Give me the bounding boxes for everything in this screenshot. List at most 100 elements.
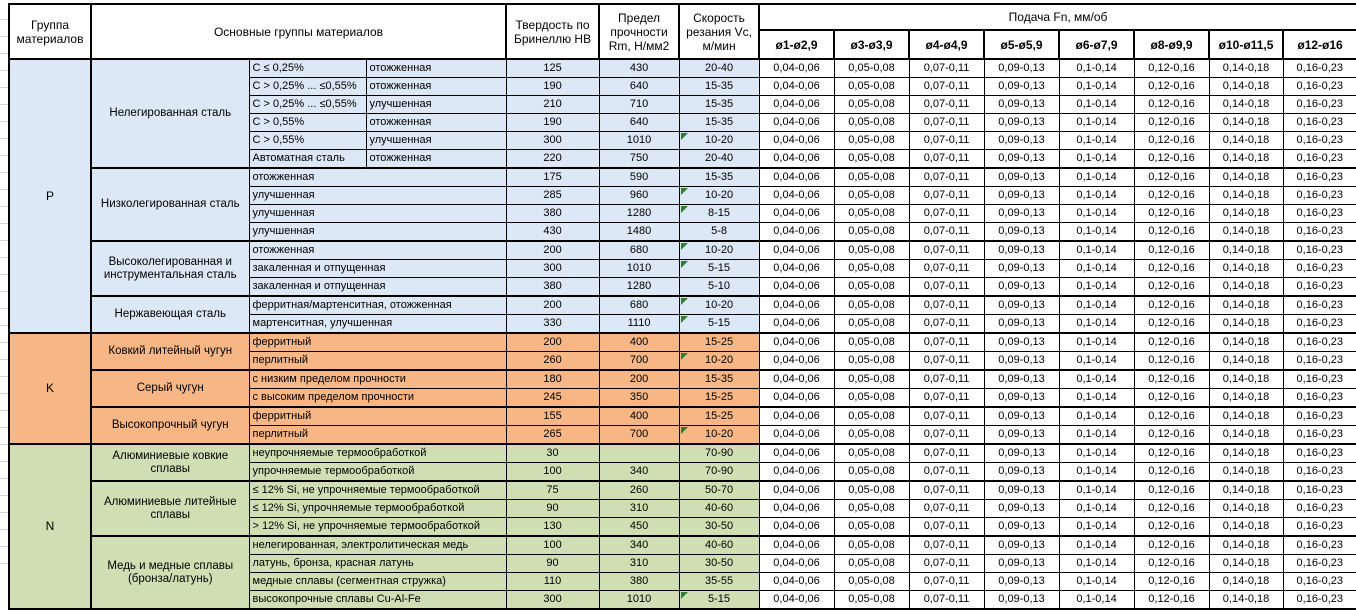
- header-strength-rm[interactable]: Предел прочности Rm, Н/мм2: [598, 3, 681, 60]
- cell-feed-value[interactable]: 0,09-0,13: [983, 167, 1060, 187]
- cell-strength-rm[interactable]: [598, 443, 680, 463]
- cell-material-desc[interactable]: упрочняемые термообработкой: [248, 462, 507, 482]
- cell-feed-value[interactable]: 0,1-0,14: [1058, 314, 1135, 334]
- cell-feed-value[interactable]: 0,14-0,18: [1208, 554, 1284, 573]
- cell-feed-value[interactable]: 0,09-0,13: [983, 572, 1060, 591]
- cell-feed-value[interactable]: 0,04-0,06: [758, 277, 835, 297]
- cell-feed-value[interactable]: 0,12-0,16: [1133, 58, 1210, 78]
- cell-feed-value[interactable]: 0,16-0,23: [1282, 462, 1356, 482]
- cell-cutting-speed-vc[interactable]: 15-35: [678, 77, 760, 96]
- cell-hardness-hb[interactable]: 180: [505, 369, 600, 389]
- cell-feed-value[interactable]: 0,12-0,16: [1133, 113, 1210, 132]
- cell-feed-value[interactable]: 0,16-0,23: [1282, 314, 1356, 334]
- cell-feed-value[interactable]: 0,1-0,14: [1058, 113, 1135, 132]
- cell-feed-value[interactable]: 0,07-0,11: [908, 131, 985, 150]
- cell-feed-value[interactable]: 0,07-0,11: [908, 167, 985, 187]
- cell-strength-rm[interactable]: 1110: [598, 314, 680, 334]
- cell-feed-value[interactable]: 0,09-0,13: [983, 462, 1060, 482]
- cell-feed-value[interactable]: 0,14-0,18: [1208, 351, 1284, 371]
- cell-material-desc[interactable]: высокопрочные сплавы Cu-Al-Fe: [248, 590, 507, 610]
- cell-group-code[interactable]: K: [8, 332, 92, 445]
- cell-strength-rm[interactable]: 1280: [598, 204, 680, 223]
- cell-feed-value[interactable]: 0,07-0,11: [908, 240, 985, 260]
- cell-feed-value[interactable]: 0,07-0,11: [908, 388, 985, 408]
- cell-feed-value[interactable]: 0,16-0,23: [1282, 277, 1356, 297]
- cell-feed-value[interactable]: 0,09-0,13: [983, 480, 1060, 500]
- cell-feed-value[interactable]: 0,16-0,23: [1282, 186, 1356, 205]
- cell-feed-value[interactable]: 0,09-0,13: [983, 295, 1060, 315]
- cell-feed-value[interactable]: 0,1-0,14: [1058, 259, 1135, 278]
- cell-feed-value[interactable]: 0,04-0,06: [758, 295, 835, 315]
- cell-strength-rm[interactable]: 200: [598, 369, 680, 389]
- cell-feed-value[interactable]: 0,04-0,06: [758, 259, 835, 278]
- cell-feed-value[interactable]: 0,1-0,14: [1058, 590, 1135, 610]
- cell-material-desc[interactable]: отожженная: [248, 167, 507, 187]
- cell-hardness-hb[interactable]: 300: [505, 590, 600, 610]
- cell-feed-value[interactable]: 0,16-0,23: [1282, 517, 1356, 537]
- cell-material-desc[interactable]: ферритная/мартенситная, отожженная: [248, 295, 507, 315]
- header-feed-d7[interactable]: ø10-ø11,5: [1208, 29, 1285, 60]
- cell-feed-value[interactable]: 0,16-0,23: [1282, 149, 1356, 169]
- cell-feed-value[interactable]: 0,16-0,23: [1282, 131, 1356, 150]
- cell-feed-value[interactable]: 0,07-0,11: [908, 186, 985, 205]
- cell-feed-value[interactable]: 0,14-0,18: [1208, 369, 1284, 389]
- cell-strength-rm[interactable]: 400: [598, 332, 680, 352]
- cell-material-desc[interactable]: закаленная и отпущенная: [248, 259, 507, 278]
- cell-feed-value[interactable]: 0,04-0,06: [758, 406, 835, 426]
- cell-feed-value[interactable]: 0,14-0,18: [1208, 77, 1284, 96]
- cell-material-desc[interactable]: нелегированная, электролитическая медь: [248, 535, 507, 555]
- cell-feed-value[interactable]: 0,09-0,13: [983, 240, 1060, 260]
- cell-feed-value[interactable]: 0,16-0,23: [1282, 259, 1356, 278]
- cell-feed-value[interactable]: 0,12-0,16: [1133, 590, 1210, 610]
- cell-feed-value[interactable]: 0,07-0,11: [908, 222, 985, 242]
- cell-feed-value[interactable]: 0,07-0,11: [908, 77, 985, 96]
- cell-feed-value[interactable]: 0,07-0,11: [908, 58, 985, 78]
- cell-material-desc[interactable]: ≤ 12% Si, упрочняемые термообработкой: [248, 499, 507, 518]
- cell-feed-value[interactable]: 0,16-0,23: [1282, 240, 1356, 260]
- cell-subgroup-name[interactable]: Нелегированная сталь: [90, 58, 250, 169]
- cell-feed-value[interactable]: 0,04-0,06: [758, 462, 835, 482]
- cell-feed-value[interactable]: 0,07-0,11: [908, 259, 985, 278]
- header-feed-d3[interactable]: ø4-ø4,9: [908, 29, 986, 60]
- cell-feed-value[interactable]: 0,16-0,23: [1282, 590, 1356, 610]
- cell-feed-value[interactable]: 0,04-0,06: [758, 149, 835, 169]
- cell-material-desc[interactable]: с низким пределом прочности: [248, 369, 507, 389]
- cell-hardness-hb[interactable]: 300: [505, 131, 600, 150]
- cell-hardness-hb[interactable]: 175: [505, 167, 600, 187]
- cell-hardness-hb[interactable]: 110: [505, 572, 600, 591]
- header-feed-d1[interactable]: ø1-ø2,9: [758, 29, 836, 60]
- cell-feed-value[interactable]: 0,1-0,14: [1058, 369, 1135, 389]
- cell-feed-value[interactable]: 0,16-0,23: [1282, 499, 1356, 518]
- cell-feed-value[interactable]: 0,09-0,13: [983, 406, 1060, 426]
- cell-feed-value[interactable]: 0,16-0,23: [1282, 204, 1356, 223]
- cell-hardness-hb[interactable]: 260: [505, 351, 600, 371]
- cell-feed-value[interactable]: 0,12-0,16: [1133, 77, 1210, 96]
- cell-feed-value[interactable]: 0,12-0,16: [1133, 462, 1210, 482]
- cell-feed-value[interactable]: 0,16-0,23: [1282, 351, 1356, 371]
- header-feed-d8[interactable]: ø12-ø16: [1282, 29, 1356, 60]
- cell-feed-value[interactable]: 0,09-0,13: [983, 535, 1060, 555]
- cell-hardness-hb[interactable]: 125: [505, 58, 600, 78]
- cell-feed-value[interactable]: 0,1-0,14: [1058, 425, 1135, 445]
- cell-feed-value[interactable]: 0,05-0,08: [833, 204, 910, 223]
- cell-feed-value[interactable]: 0,05-0,08: [833, 388, 910, 408]
- cell-feed-value[interactable]: 0,09-0,13: [983, 186, 1060, 205]
- cell-feed-value[interactable]: 0,12-0,16: [1133, 332, 1210, 352]
- cell-cutting-speed-vc[interactable]: 30-50: [678, 517, 760, 537]
- cell-cutting-speed-vc[interactable]: 70-90: [678, 443, 760, 463]
- cell-feed-value[interactable]: 0,16-0,23: [1282, 58, 1356, 78]
- cell-feed-value[interactable]: 0,09-0,13: [983, 499, 1060, 518]
- cell-feed-value[interactable]: 0,1-0,14: [1058, 351, 1135, 371]
- cell-cutting-speed-vc[interactable]: 35-55: [678, 572, 760, 591]
- cell-feed-value[interactable]: 0,12-0,16: [1133, 186, 1210, 205]
- cell-hardness-hb[interactable]: 380: [505, 277, 600, 297]
- cell-feed-value[interactable]: 0,04-0,06: [758, 443, 835, 463]
- cell-feed-value[interactable]: 0,1-0,14: [1058, 149, 1135, 169]
- cell-strength-rm[interactable]: 400: [598, 406, 680, 426]
- cell-feed-value[interactable]: 0,16-0,23: [1282, 554, 1356, 573]
- cell-material-desc[interactable]: отожженная: [248, 240, 507, 260]
- cell-feed-value[interactable]: 0,14-0,18: [1208, 58, 1284, 78]
- cell-feed-value[interactable]: 0,14-0,18: [1208, 535, 1284, 555]
- cell-feed-value[interactable]: 0,04-0,06: [758, 388, 835, 408]
- cell-feed-value[interactable]: 0,12-0,16: [1133, 295, 1210, 315]
